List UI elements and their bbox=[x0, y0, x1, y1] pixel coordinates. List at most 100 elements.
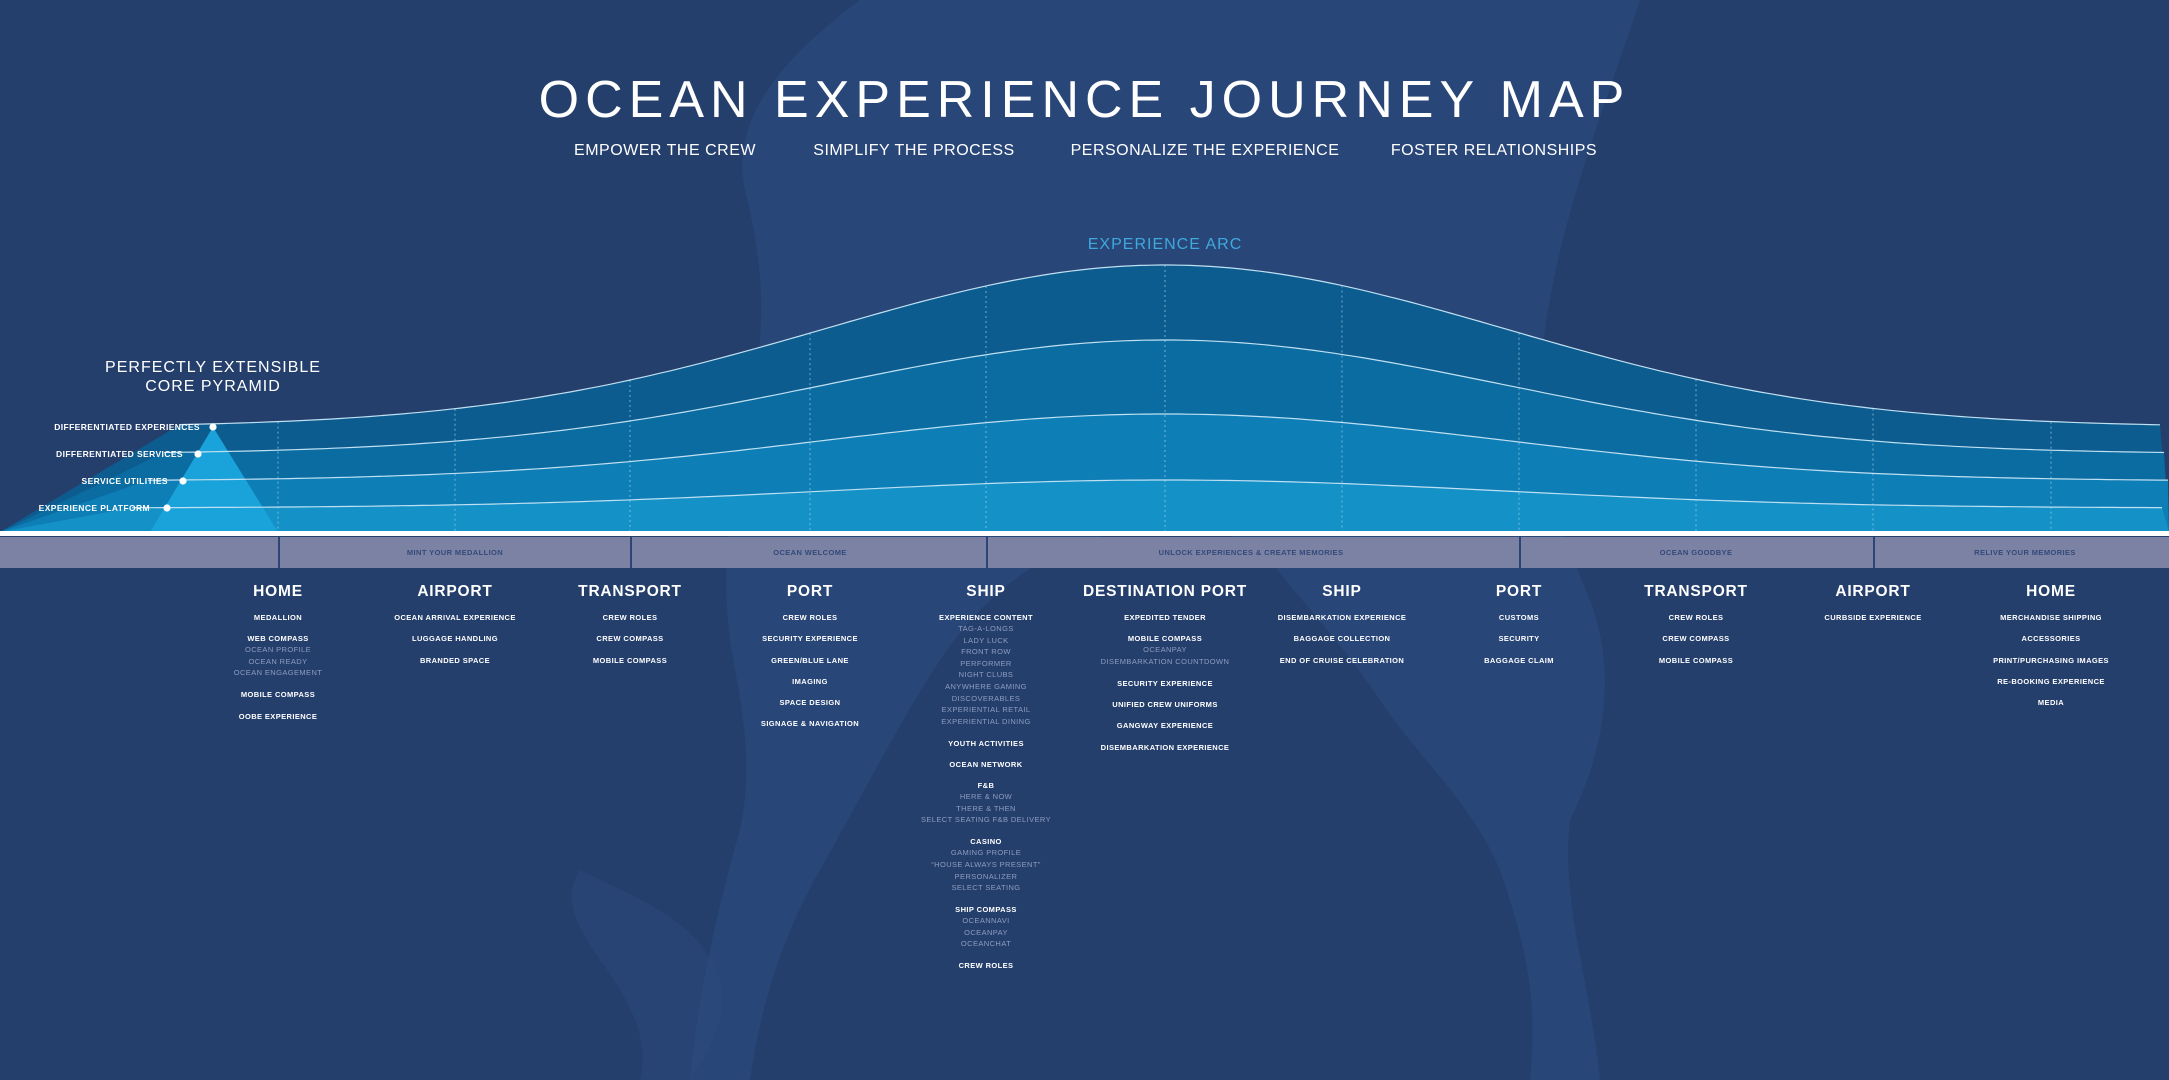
stage-item-sublabel: OCEANNAVI bbox=[962, 915, 1010, 925]
stage-item-sublabel: NIGHT CLUBS bbox=[958, 670, 1014, 680]
pillar-simplify-process: SIMPLIFY THE PROCESS bbox=[813, 142, 1015, 159]
stage-item-label: PRINT/PURCHASING IMAGES bbox=[1993, 655, 2109, 665]
stage-item: CASINO GAMING PROFILE “HOUSE ALWAYS PRESEN… bbox=[921, 837, 1051, 893]
land-detail bbox=[571, 870, 723, 1080]
stage-item-label: OCEAN NETWORK bbox=[949, 759, 1023, 769]
stage-item-label: BAGGAGE COLLECTION bbox=[1293, 634, 1391, 644]
stage-item: CREW ROLES bbox=[761, 613, 859, 623]
stage-column: HOME MERCHANDISE SHIPPING ACCESSORIES PRINT… bbox=[1993, 583, 2109, 719]
pillars-row: EMPOWER THE CREW SIMPLIFY THE PROCESS PE… bbox=[0, 142, 2169, 168]
stage-item-label: CREW ROLES bbox=[602, 613, 658, 622]
stage-item: MOBILE COMPASS bbox=[234, 690, 323, 700]
stage-item: CREW ROLES bbox=[1644, 613, 1748, 623]
stage-item-label: CREW ROLES bbox=[958, 961, 1014, 971]
stage-item-label: F&B bbox=[977, 781, 995, 791]
stage-item-label: WEB COMPASS bbox=[247, 634, 309, 644]
arc-curve-differentiated-services bbox=[163, 339, 2165, 454]
stage-item-sublabel: FRONT ROW bbox=[961, 647, 1011, 657]
stage-item-label: MOBILE COMPASS bbox=[240, 690, 316, 700]
stage-item-label: IMAGING bbox=[792, 676, 828, 686]
stage-item-label: RE-BOOKING EXPERIENCE bbox=[1997, 676, 2105, 686]
stage-item-label: DISEMBARKATION EXPERIENCE bbox=[1100, 742, 1230, 752]
phase-divider bbox=[986, 537, 988, 568]
stage-item-label: UNIFIED CREW UNIFORMS bbox=[1112, 700, 1218, 710]
stage-title: PORT bbox=[1495, 583, 1543, 600]
pyramid-layer-experience-platform: EXPERIENCE PLATFORM bbox=[38, 503, 150, 513]
land-silhouette bbox=[690, 0, 1640, 1080]
stage-item: CURBSIDE EXPERIENCE bbox=[1824, 613, 1921, 623]
stage-title: SHIP bbox=[1322, 583, 1362, 600]
stage-item: YOUTH ACTIVITIES bbox=[921, 739, 1051, 749]
stage-item-sublabel: EXPERIENTIAL RETAIL bbox=[941, 705, 1031, 715]
stage-item-sublabel: PERSONALIZER bbox=[954, 871, 1018, 881]
stage-item: OCEAN NETWORK bbox=[921, 760, 1051, 770]
pyramid-layer-differentiated-services: DIFFERENTIATED SERVICES bbox=[56, 449, 183, 459]
stage-title: HOME bbox=[2026, 583, 2076, 600]
stage-item-label: GREEN/BLUE LANE bbox=[771, 655, 849, 665]
phase-divider bbox=[1519, 537, 1521, 568]
stage-item-sublabel: DISCOVERABLES bbox=[951, 693, 1021, 703]
stage-item: MOBILE COMPASS bbox=[1644, 656, 1748, 666]
stage-item-label: MOBILE COMPASS bbox=[1658, 655, 1734, 665]
journey-baseline bbox=[0, 531, 2169, 536]
stage-item: UNIFIED CREW UNIFORMS bbox=[1083, 700, 1247, 710]
stage-item: PRINT/PURCHASING IMAGES bbox=[1993, 656, 2109, 666]
stage-item: CREW ROLES bbox=[578, 613, 682, 623]
pyramid-layer-service-utilities: SERVICE UTILITIES bbox=[81, 476, 168, 486]
stage-item: EXPERIENCE CONTENT TAG-A-LONGS LADY LUCK FR… bbox=[921, 613, 1051, 727]
stage-item-label: SIGNAGE & NAVIGATION bbox=[760, 719, 860, 729]
stage-item-label: MEDALLION bbox=[253, 613, 303, 622]
stage-title: SHIP bbox=[966, 583, 1006, 600]
stage-item-sublabel: LADY LUCK bbox=[963, 635, 1009, 645]
pyramid-title-line-2: CORE PYRAMID bbox=[145, 378, 281, 395]
stage-item-label: CUSTOMS bbox=[1498, 613, 1540, 622]
stage-item: MEDALLION bbox=[234, 613, 323, 623]
stage-item: MERCHANDISE SHIPPING bbox=[1993, 613, 2109, 623]
stage-item-sublabel: PERFORMER bbox=[960, 658, 1012, 668]
stage-column: AIRPORT OCEAN ARRIVAL EXPERIENCE LUGGAGE H… bbox=[394, 583, 516, 677]
stage-item-label: CREW COMPASS bbox=[596, 634, 664, 644]
stage-item: RE-BOOKING EXPERIENCE bbox=[1993, 677, 2109, 687]
stage-column: AIRPORT CURBSIDE EXPERIENCE bbox=[1824, 583, 1921, 634]
stage-item: SECURITY bbox=[1484, 634, 1554, 644]
stage-item-label: OOBE EXPERIENCE bbox=[238, 711, 318, 721]
stage-item: EXPEDITED TENDER bbox=[1083, 613, 1247, 623]
pillar-empower-crew: EMPOWER THE CREW bbox=[574, 142, 756, 159]
stage-item-label: YOUTH ACTIVITIES bbox=[948, 738, 1024, 748]
pyramid-title-line-1: PERFECTLY EXTENSIBLE bbox=[105, 359, 321, 376]
stage-item: CREW COMPASS bbox=[578, 634, 682, 644]
stage-item: CREW COMPASS bbox=[1644, 634, 1748, 644]
stage-item: F&B HERE & NOW THERE & THEN SELECT SEATING … bbox=[921, 781, 1051, 826]
stage-item: DISEMBARKATION EXPERIENCE bbox=[1083, 743, 1247, 753]
arc-curve-experience-platform bbox=[132, 479, 2162, 509]
stage-item-sublabel: OCEAN READY bbox=[248, 656, 308, 666]
pyramid-layer-dot bbox=[179, 477, 187, 485]
stage-item-label: BRANDED SPACE bbox=[419, 655, 491, 665]
stage-item: SIGNAGE & NAVIGATION bbox=[761, 719, 859, 729]
stage-item: END OF CRUISE CELEBRATION bbox=[1278, 656, 1407, 666]
pyramid-layer-dot bbox=[163, 504, 171, 512]
pyramid-layer-dot bbox=[194, 450, 202, 458]
phase-divider bbox=[630, 537, 632, 568]
arc-curve-experience-platform-fill bbox=[0, 480, 2169, 532]
stage-item-label: SECURITY bbox=[1498, 634, 1540, 644]
pyramid-layer-differentiated-experiences: DIFFERENTIATED EXPERIENCES bbox=[54, 422, 200, 432]
phase-ocean-goodbye: OCEAN GOODBYE bbox=[1659, 548, 1733, 557]
stage-item: BAGGAGE CLAIM bbox=[1484, 656, 1554, 666]
stage-item-label: CREW COMPASS bbox=[1662, 634, 1730, 644]
stage-item-sublabel: ANYWHERE GAMING bbox=[945, 681, 1027, 691]
stage-column: TRANSPORT CREW ROLES CREW COMPASS MOBILE CO… bbox=[1644, 583, 1748, 677]
experience-arc-label: EXPERIENCE ARC bbox=[1087, 236, 1243, 253]
stage-item-label: BAGGAGE CLAIM bbox=[1484, 655, 1554, 665]
stage-item-sublabel: SELECT SEATING bbox=[951, 883, 1021, 893]
page-title: OCEAN EXPERIENCE JOURNEY MAP bbox=[538, 71, 1631, 129]
stage-title: TRANSPORT bbox=[1644, 583, 1748, 600]
stage-item-label: ACCESSORIES bbox=[2021, 634, 2081, 644]
stage-item-sublabel: THERE & THEN bbox=[956, 803, 1016, 813]
stage-item-sublabel: OCEANCHAT bbox=[960, 939, 1012, 949]
stage-item: LUGGAGE HANDLING bbox=[394, 634, 516, 644]
stage-item-sublabel: OCEANPAY bbox=[1143, 645, 1187, 655]
stage-item-sublabel: OCEAN ENGAGEMENT bbox=[233, 668, 323, 678]
stage-item-sublabel: GAMING PROFILE bbox=[950, 848, 1022, 858]
